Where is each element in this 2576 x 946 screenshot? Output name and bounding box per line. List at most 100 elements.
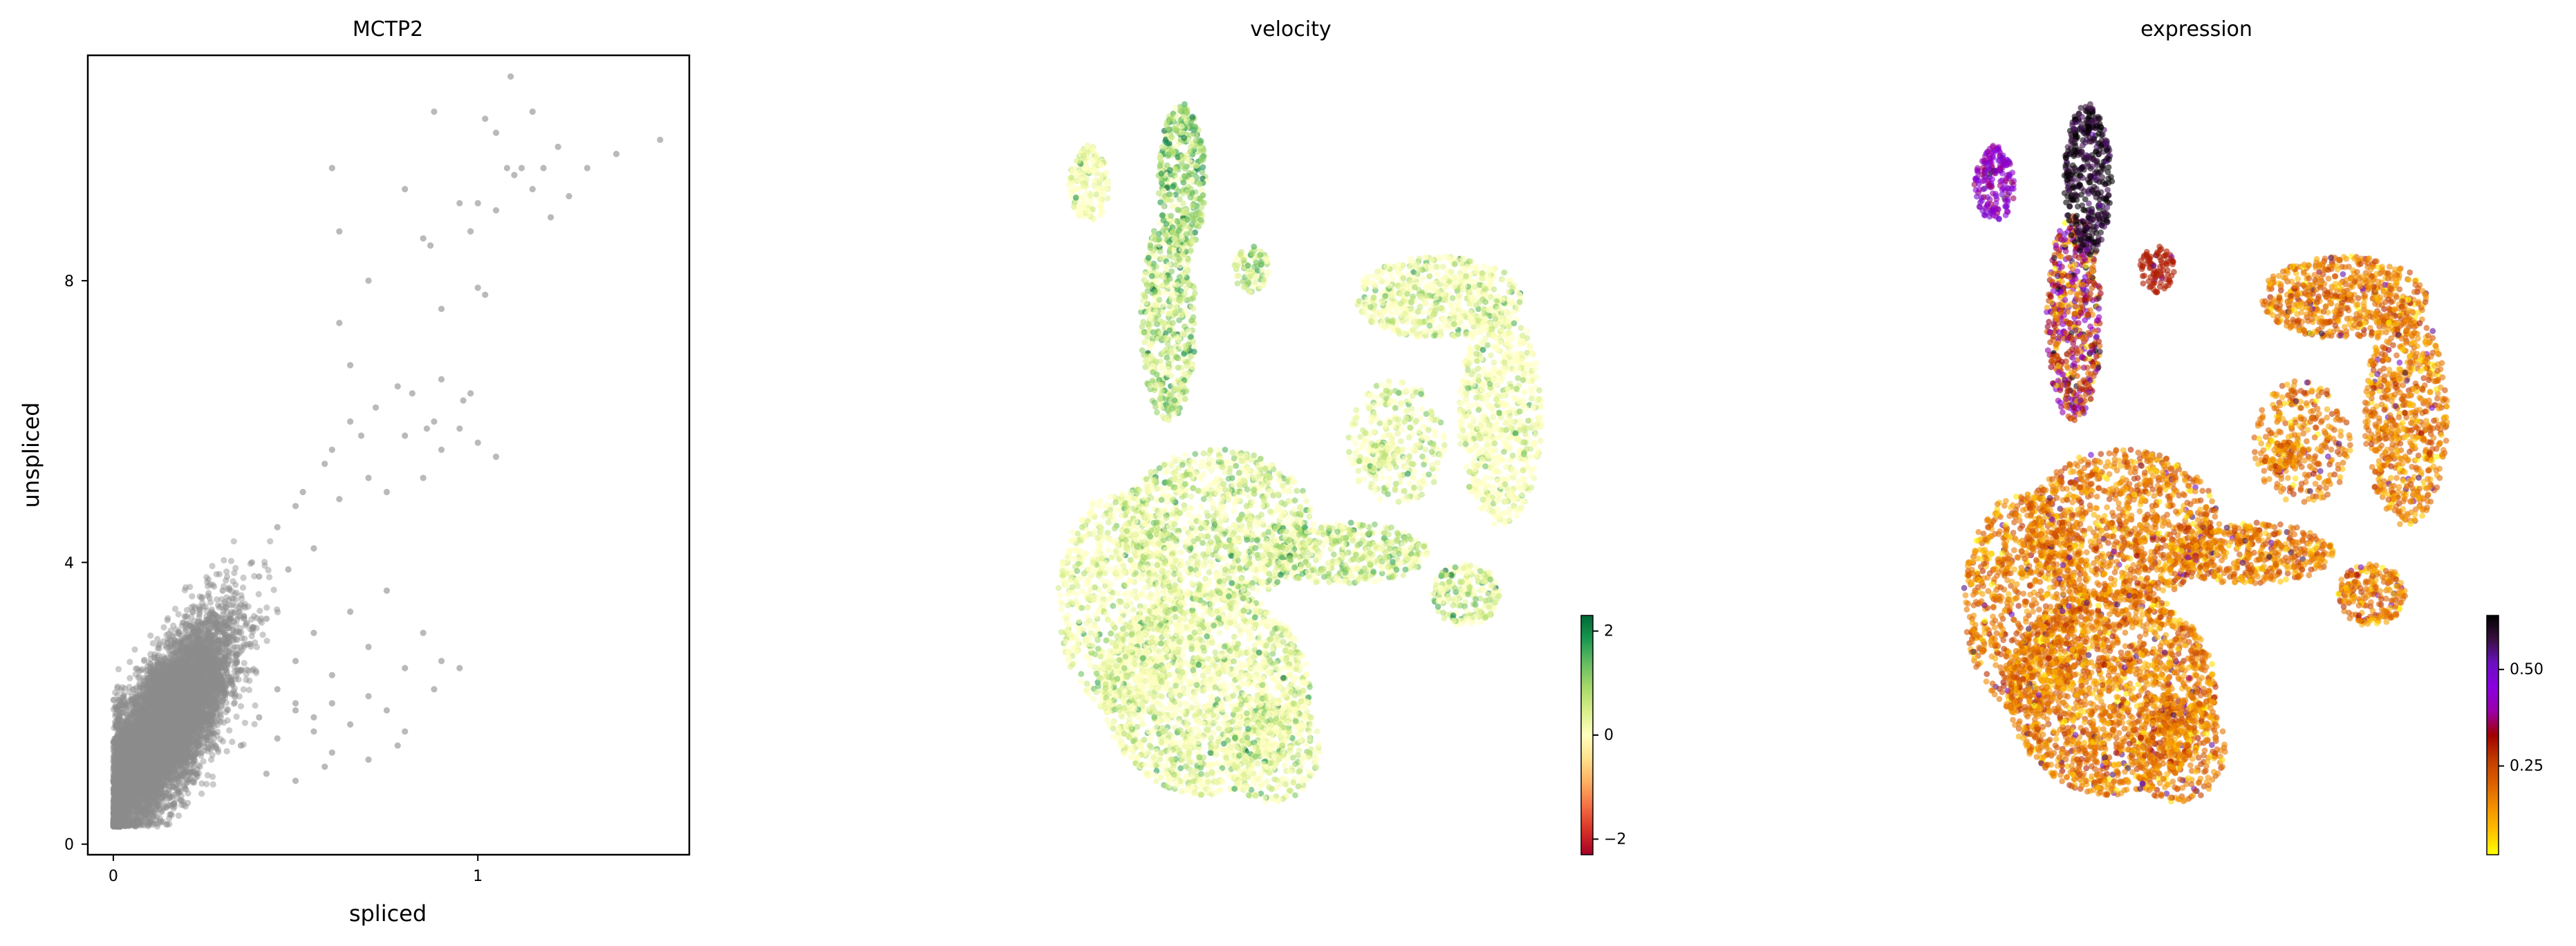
data-point xyxy=(172,775,179,781)
data-point xyxy=(133,786,140,794)
data-point xyxy=(144,761,151,769)
data-point xyxy=(166,741,173,748)
data-point xyxy=(154,715,161,722)
data-point xyxy=(216,649,223,656)
data-point xyxy=(253,644,261,651)
data-point xyxy=(170,712,177,719)
data-point xyxy=(114,817,121,824)
data-point xyxy=(199,672,206,680)
data-point xyxy=(186,705,193,712)
data-point xyxy=(194,697,201,705)
data-point xyxy=(160,624,167,631)
data-point xyxy=(147,733,153,740)
data-point xyxy=(194,634,200,641)
data-point xyxy=(149,734,156,741)
data-point xyxy=(198,660,205,667)
data-point xyxy=(161,752,168,759)
data-point xyxy=(184,748,191,755)
data-point xyxy=(111,778,118,785)
data-point xyxy=(255,591,262,597)
data-point xyxy=(174,736,181,743)
data-point xyxy=(176,730,183,737)
data-point xyxy=(117,774,124,781)
data-point xyxy=(152,677,159,684)
data-point xyxy=(208,669,215,676)
data-point xyxy=(116,802,123,809)
data-point xyxy=(207,647,214,654)
data-point xyxy=(115,807,122,815)
data-point xyxy=(115,807,122,814)
data-point xyxy=(263,638,270,644)
data-point xyxy=(151,746,158,753)
data-point xyxy=(115,666,122,673)
data-point xyxy=(251,721,258,727)
data-point xyxy=(154,731,161,738)
data-point xyxy=(134,775,141,782)
data-point xyxy=(142,753,149,760)
data-point xyxy=(175,670,182,677)
data-point xyxy=(171,661,179,669)
data-point xyxy=(116,818,123,825)
data-point xyxy=(163,745,170,752)
data-point xyxy=(144,765,151,772)
data-point xyxy=(162,757,169,764)
data-point xyxy=(191,754,198,761)
data-point xyxy=(171,659,178,666)
mctp2-points xyxy=(110,73,664,830)
data-point xyxy=(192,660,198,667)
data-point xyxy=(164,716,171,723)
data-point xyxy=(129,724,136,731)
data-point xyxy=(168,666,175,673)
data-point xyxy=(154,718,161,725)
data-point xyxy=(118,766,125,772)
data-point xyxy=(169,721,176,728)
data-point xyxy=(162,749,169,756)
data-point xyxy=(134,759,141,766)
data-point xyxy=(198,688,205,695)
data-point xyxy=(192,704,199,711)
data-point xyxy=(158,701,165,708)
data-point xyxy=(146,710,153,716)
data-point xyxy=(112,759,119,767)
data-point xyxy=(210,679,217,686)
data-point xyxy=(164,732,171,739)
data-point xyxy=(115,790,122,797)
data-point xyxy=(119,776,126,783)
data-point xyxy=(134,731,141,738)
data-point xyxy=(111,807,118,815)
data-point xyxy=(160,707,167,714)
data-point xyxy=(119,788,126,795)
data-point xyxy=(150,698,158,705)
data-point xyxy=(111,743,118,750)
data-point xyxy=(112,804,119,811)
data-point xyxy=(135,779,142,786)
data-point xyxy=(149,813,156,819)
data-point xyxy=(205,678,212,685)
data-point xyxy=(147,717,153,724)
data-point xyxy=(138,729,145,736)
data-point xyxy=(156,727,164,734)
data-point xyxy=(199,718,206,725)
data-point xyxy=(111,819,118,826)
data-point xyxy=(183,693,189,701)
data-point xyxy=(157,781,164,788)
data-point xyxy=(165,718,171,725)
data-point xyxy=(184,726,191,733)
data-point xyxy=(132,756,139,763)
data-point xyxy=(115,716,122,723)
data-point xyxy=(131,646,138,653)
data-point xyxy=(206,721,213,728)
data-point xyxy=(129,712,136,718)
data-point xyxy=(200,662,207,670)
data-point xyxy=(142,772,149,779)
data-point xyxy=(212,631,218,638)
data-point xyxy=(142,760,149,767)
data-point xyxy=(203,669,210,676)
data-point xyxy=(176,710,183,716)
data-point xyxy=(178,680,185,687)
data-point xyxy=(170,728,177,735)
data-point xyxy=(158,705,166,712)
data-point xyxy=(147,718,154,725)
